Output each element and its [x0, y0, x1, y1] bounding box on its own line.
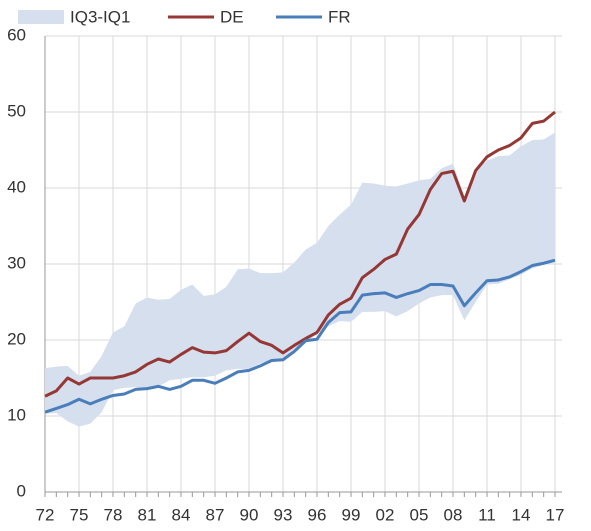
- x-tick-label: 11: [478, 505, 496, 524]
- legend-label: DE: [220, 7, 244, 26]
- x-tick-label: 14: [512, 505, 531, 524]
- y-tick-label: 60: [7, 25, 26, 44]
- x-tick-label: 78: [104, 505, 123, 524]
- line-fr: [44, 258, 556, 414]
- x-tick-label: 96: [308, 505, 327, 524]
- x-tick-label: 90: [240, 505, 259, 524]
- y-tick-label: 40: [7, 177, 26, 196]
- x-tick-label: 02: [376, 505, 395, 524]
- legend-label: IQ3-IQ1: [70, 7, 130, 26]
- line-de: [44, 110, 556, 398]
- x-tick-label: 05: [410, 505, 429, 524]
- x-tick-label: 84: [172, 505, 191, 524]
- legend-label: FR: [328, 7, 351, 26]
- x-tick-label: 08: [444, 505, 463, 524]
- y-tick-label: 30: [7, 253, 26, 272]
- x-tick-label: 99: [342, 505, 361, 524]
- y-tick-label: 10: [7, 405, 26, 424]
- x-tick-label: 17: [546, 505, 565, 524]
- x-tick-label: 87: [206, 505, 225, 524]
- legend-swatch: [18, 10, 64, 24]
- x-tick-label: 75: [70, 505, 89, 524]
- y-tick-label: 0: [17, 481, 26, 500]
- y-tick-label: 20: [7, 329, 26, 348]
- y-tick-label: 50: [7, 101, 26, 120]
- iqr-band: [45, 132, 555, 427]
- x-tick-label: 72: [36, 505, 55, 524]
- x-tick-label: 81: [138, 505, 157, 524]
- x-tick-label: 93: [274, 505, 293, 524]
